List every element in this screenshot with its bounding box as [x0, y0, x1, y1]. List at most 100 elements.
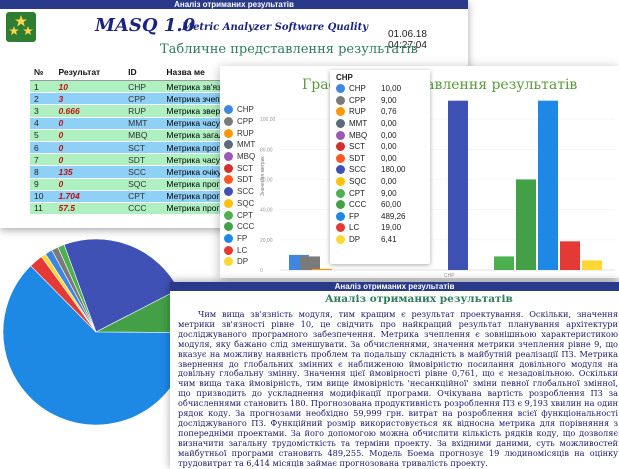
legend-item[interactable]: SCC	[224, 186, 255, 198]
legend-item[interactable]: RUP	[224, 127, 255, 139]
tooltip-row: MBQ 0,00	[330, 129, 430, 141]
legend-item[interactable]: FP	[224, 233, 255, 245]
tooltip-value: 60,00	[381, 200, 402, 210]
cell-result: 0	[54, 178, 125, 191]
tooltip-name: MMT	[349, 119, 368, 129]
tooltip-value: 0,00	[381, 177, 397, 187]
legend-marker	[224, 163, 233, 173]
tooltip-row: MMT 0,00	[330, 118, 430, 130]
window-titlebar: Аналіз отриманих результатів	[0, 0, 468, 9]
tooltip-row: DP 6,41	[330, 234, 430, 246]
y-axis-label: Значення метрик	[260, 156, 266, 196]
y-tick-label: 0	[260, 268, 263, 274]
legend-item[interactable]: SCT	[224, 162, 255, 174]
cell-result: 0	[54, 117, 125, 130]
tooltip-value: 6,41	[381, 235, 397, 245]
legend-item[interactable]: CPP	[224, 116, 255, 128]
chart-legend: CHP CPP RUP MMT MBQ SCT SDT SCC SQC CPT CCC FP LC DP	[224, 104, 255, 268]
y-tick-label: 80,00	[260, 147, 273, 153]
legend-item[interactable]: CPT	[224, 209, 255, 221]
legend-marker	[224, 105, 233, 115]
cell-number: 7	[30, 153, 55, 167]
bar-dp[interactable]	[582, 260, 602, 270]
cell-result: 1.704	[54, 190, 125, 203]
bar-lc[interactable]	[560, 241, 580, 270]
tooltip-value: 19,00	[381, 223, 402, 233]
cell-id: CHP	[124, 80, 163, 94]
legend-item[interactable]: CCC	[224, 221, 255, 233]
legend-item[interactable]: SDT	[224, 174, 255, 186]
legend-item[interactable]: MBQ	[224, 151, 255, 163]
column-header-number[interactable]: №	[30, 64, 55, 81]
cell-result: 0	[54, 153, 125, 167]
legend-label: MMT	[237, 140, 256, 150]
tooltip-marker	[336, 223, 345, 233]
tooltip-marker	[336, 200, 345, 210]
legend-marker	[224, 117, 233, 127]
cell-result: 135	[54, 165, 125, 179]
legend-marker	[224, 245, 233, 255]
bar-cpp[interactable]	[300, 256, 320, 270]
bar-rup[interactable]	[312, 268, 332, 270]
cell-id: CCC	[124, 202, 163, 216]
cell-number: 1	[30, 80, 55, 94]
legend-label: DP	[237, 257, 249, 267]
tooltip-marker	[336, 211, 345, 221]
bar-fp[interactable]	[538, 100, 558, 271]
tooltip-name: SCT	[349, 142, 365, 152]
tooltip-marker	[336, 165, 345, 175]
tooltip-name: CPT	[349, 188, 365, 198]
table-row[interactable]: 8 135 SCC Метрика очікуваної	[30, 165, 290, 179]
app-name: MASQ 1.0	[95, 15, 196, 36]
tooltip-value: 10,00	[381, 84, 402, 94]
bar-chart: Значення метрик 100,00 80,00 60,00 40,00 20,0…	[260, 100, 615, 278]
cell-number: 11	[30, 202, 55, 216]
app-logo	[6, 12, 36, 42]
tooltip-row: LC 19,00	[330, 222, 430, 234]
legend-marker	[224, 187, 233, 197]
tooltip-header: CHP	[336, 73, 353, 82]
tooltip-row: SQC 0,00	[330, 176, 430, 188]
analysis-text: Чим вища зв'язність модуля, тим кращим є…	[178, 309, 618, 468]
legend-label: SCT	[237, 163, 253, 173]
legend-item[interactable]: SQC	[224, 198, 255, 210]
legend-item[interactable]: LC	[224, 244, 255, 256]
y-tick-label: 60,00	[260, 177, 273, 183]
tooltip-marker	[336, 95, 345, 105]
pie-chart	[2, 238, 190, 426]
bar-scc[interactable]	[448, 100, 468, 271]
datetime-label: 01.06.18 04:27:04	[388, 29, 427, 51]
pie-slice-cpt[interactable]	[57, 244, 97, 333]
legend-marker	[224, 140, 233, 150]
column-header-result[interactable]: Результат	[54, 64, 125, 81]
cell-number: 5	[30, 129, 55, 142]
tooltip-name: DP	[349, 235, 361, 245]
cell-id: MMT	[124, 117, 163, 130]
legend-item[interactable]: DP	[224, 256, 255, 268]
tooltip-marker	[336, 119, 345, 129]
cell-number: 3	[30, 104, 55, 118]
pie-slice-scc[interactable]	[63, 238, 180, 333]
cell-number: 2	[30, 92, 55, 106]
tooltip-value: 0,00	[381, 119, 397, 129]
legend-marker	[224, 175, 233, 185]
bar-ccc[interactable]	[516, 179, 536, 270]
legend-item[interactable]: MMT	[224, 139, 255, 151]
tooltip-name: CHP	[349, 84, 366, 94]
cell-id: MBQ	[124, 129, 163, 142]
tooltip-name: MBQ	[349, 130, 368, 140]
y-tick-label: 20,00	[260, 238, 273, 244]
chart-window: Графічне представлення результатів Значе…	[220, 66, 619, 278]
legend-marker	[224, 152, 233, 162]
legend-item[interactable]: CHP	[224, 104, 255, 116]
chart-tooltip: CHP CHP 10,00 CPP 9,00 RUP 0,76 MMT 0,00 MBQ 0,00…	[330, 70, 430, 264]
cell-number: 4	[30, 117, 55, 130]
tooltip-value: 0,76	[381, 107, 397, 117]
legend-label: LC	[237, 245, 248, 255]
tooltip-name: RUP	[349, 107, 366, 117]
cell-id: SCC	[124, 165, 163, 179]
legend-label: CCC	[237, 222, 255, 232]
column-header-id[interactable]: ID	[124, 64, 163, 81]
bar-cpt[interactable]	[494, 256, 514, 270]
tooltip-row: SCT 0,00	[330, 141, 430, 153]
